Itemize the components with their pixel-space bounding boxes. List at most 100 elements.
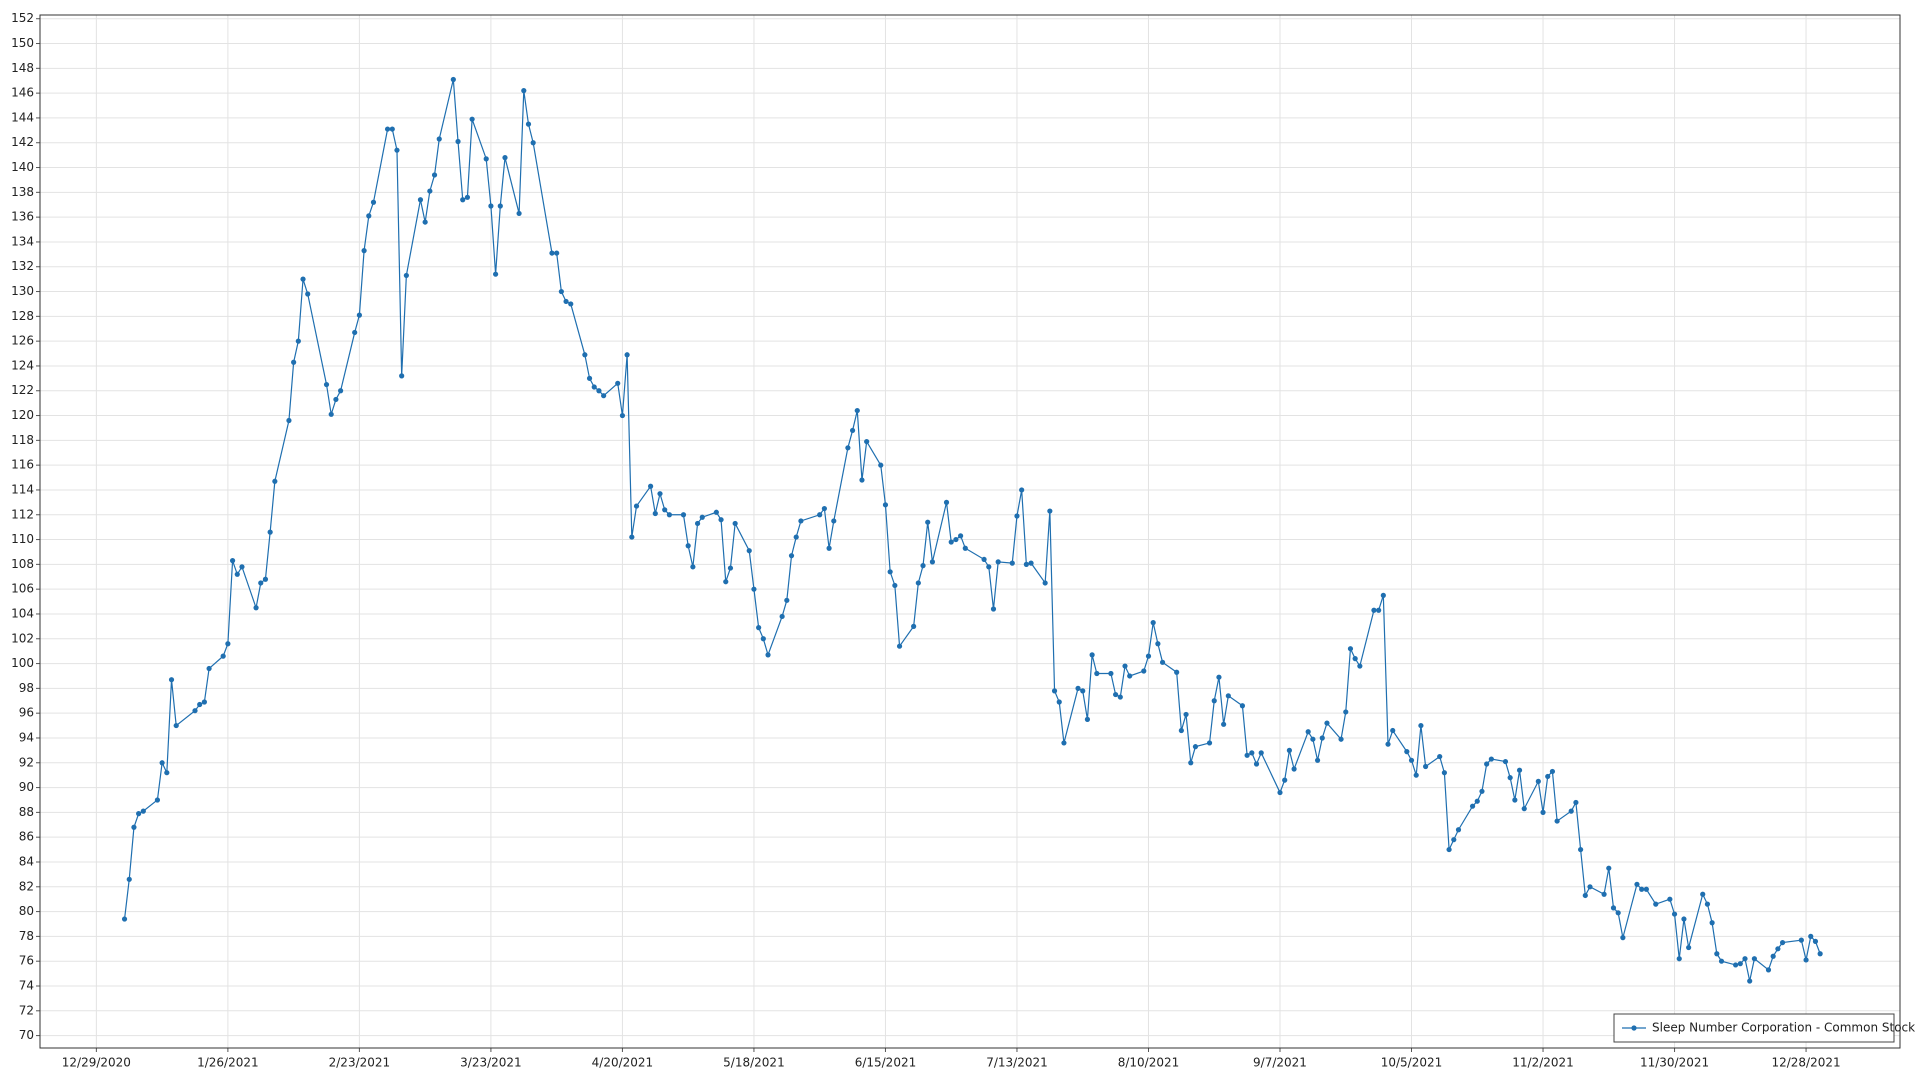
y-tick-label: 70 bbox=[19, 1028, 34, 1042]
marker bbox=[1042, 580, 1048, 586]
marker bbox=[1047, 508, 1053, 514]
marker bbox=[464, 194, 471, 200]
marker bbox=[1061, 740, 1067, 746]
marker bbox=[1357, 663, 1363, 669]
marker bbox=[1413, 772, 1419, 778]
x-tick-label: 1/26/2021 bbox=[197, 1056, 259, 1070]
y-tick-label: 94 bbox=[19, 730, 34, 744]
y-tick-label: 142 bbox=[11, 135, 34, 149]
y-tick-label: 86 bbox=[19, 830, 34, 844]
marker bbox=[525, 121, 532, 127]
marker bbox=[1075, 685, 1081, 691]
marker bbox=[291, 359, 297, 365]
marker bbox=[1540, 809, 1546, 815]
x-tick-label: 10/5/2021 bbox=[1381, 1056, 1443, 1070]
y-tick-label: 116 bbox=[11, 458, 34, 472]
marker bbox=[164, 770, 170, 776]
marker bbox=[1286, 747, 1292, 753]
y-tick-label: 98 bbox=[19, 681, 34, 695]
marker bbox=[1686, 944, 1692, 951]
marker bbox=[920, 563, 926, 569]
marker bbox=[168, 677, 175, 683]
marker bbox=[300, 276, 306, 282]
marker bbox=[1545, 773, 1551, 780]
x-tick-label: 6/15/2021 bbox=[855, 1056, 917, 1070]
marker bbox=[1516, 767, 1523, 773]
marker bbox=[1221, 721, 1227, 727]
y-tick-label: 78 bbox=[19, 929, 34, 943]
marker bbox=[760, 636, 766, 642]
marker bbox=[1117, 694, 1123, 700]
marker bbox=[1512, 797, 1518, 803]
x-tick-label: 9/7/2021 bbox=[1253, 1056, 1307, 1070]
marker bbox=[1141, 668, 1147, 674]
marker bbox=[1667, 896, 1673, 902]
marker bbox=[1150, 620, 1156, 626]
marker bbox=[422, 219, 428, 225]
marker bbox=[1314, 757, 1321, 763]
marker bbox=[1423, 763, 1429, 770]
marker bbox=[1347, 646, 1354, 652]
x-tick-label: 3/23/2021 bbox=[460, 1056, 522, 1070]
marker bbox=[1704, 901, 1711, 907]
marker bbox=[948, 539, 954, 545]
marker bbox=[323, 381, 330, 388]
marker bbox=[220, 653, 226, 659]
marker bbox=[361, 248, 367, 254]
marker bbox=[136, 811, 142, 817]
marker bbox=[1808, 933, 1814, 939]
marker bbox=[469, 116, 475, 122]
marker bbox=[1418, 722, 1424, 729]
marker bbox=[615, 380, 621, 386]
legend-label: Sleep Number Corporation - Common Stock bbox=[1652, 1021, 1915, 1035]
marker bbox=[1225, 693, 1231, 699]
x-tick-label: 8/10/2021 bbox=[1118, 1056, 1180, 1070]
marker bbox=[239, 564, 245, 570]
marker bbox=[1535, 778, 1541, 784]
marker bbox=[1747, 978, 1753, 984]
marker bbox=[225, 641, 231, 647]
marker bbox=[431, 172, 438, 178]
marker bbox=[1700, 891, 1706, 897]
marker bbox=[1019, 487, 1025, 493]
y-tick-label: 108 bbox=[11, 557, 34, 571]
y-tick-label: 132 bbox=[11, 259, 34, 273]
marker bbox=[1521, 806, 1527, 812]
marker bbox=[788, 553, 795, 559]
x-tick-label: 4/20/2021 bbox=[592, 1056, 654, 1070]
marker bbox=[779, 613, 785, 620]
marker bbox=[1653, 901, 1659, 907]
marker bbox=[1765, 967, 1772, 973]
marker bbox=[159, 760, 165, 766]
marker bbox=[821, 505, 827, 512]
marker bbox=[1507, 775, 1513, 781]
marker bbox=[1455, 827, 1462, 833]
y-tick-label: 106 bbox=[11, 582, 34, 596]
marker bbox=[929, 559, 936, 565]
x-tick-label: 11/30/2021 bbox=[1640, 1056, 1709, 1070]
marker bbox=[826, 545, 832, 551]
marker bbox=[1258, 750, 1264, 756]
y-tick-label: 134 bbox=[11, 234, 34, 248]
marker bbox=[624, 352, 630, 358]
marker bbox=[1188, 760, 1194, 766]
marker bbox=[1094, 670, 1100, 677]
marker bbox=[1817, 951, 1823, 957]
marker bbox=[1028, 560, 1034, 566]
marker bbox=[140, 808, 146, 814]
marker bbox=[253, 605, 259, 611]
y-tick-label: 100 bbox=[11, 656, 34, 670]
marker bbox=[911, 623, 917, 629]
y-tick-label: 144 bbox=[11, 110, 34, 124]
marker bbox=[1178, 727, 1184, 734]
marker bbox=[582, 352, 588, 358]
y-tick-label: 126 bbox=[11, 334, 34, 348]
marker bbox=[1404, 749, 1410, 755]
marker bbox=[1174, 669, 1180, 675]
marker bbox=[784, 597, 790, 603]
y-tick-label: 104 bbox=[11, 606, 34, 620]
marker bbox=[1610, 905, 1617, 911]
y-tick-label: 122 bbox=[11, 383, 34, 397]
marker bbox=[173, 722, 179, 729]
marker bbox=[878, 462, 884, 468]
